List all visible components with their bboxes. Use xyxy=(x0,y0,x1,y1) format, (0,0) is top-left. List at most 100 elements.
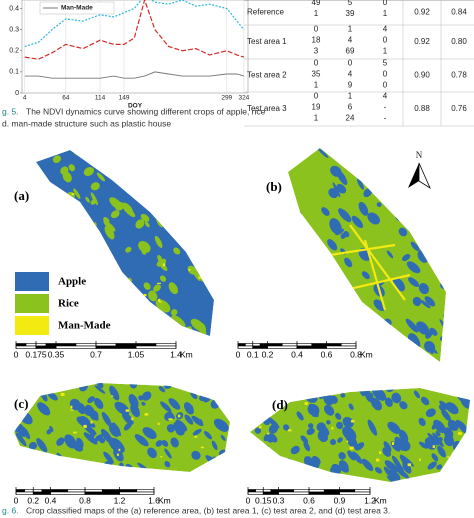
map-patch xyxy=(66,210,76,220)
map-patch xyxy=(64,434,77,449)
map-patch xyxy=(456,467,464,474)
man-made-patch xyxy=(349,446,354,450)
map-patch xyxy=(207,222,214,231)
map-patch xyxy=(290,445,300,455)
map-patch xyxy=(125,246,132,253)
man-made-patch xyxy=(116,453,120,456)
x-tick-label: 114 xyxy=(95,95,106,102)
map-patch xyxy=(185,181,195,197)
map-patch xyxy=(60,210,65,216)
map-patch xyxy=(43,150,52,156)
scale-segment xyxy=(245,343,254,347)
map-patch xyxy=(268,463,280,476)
cell: 35 xyxy=(312,70,321,79)
map-patch xyxy=(395,465,407,478)
map-patch xyxy=(288,305,295,316)
map-patch xyxy=(324,299,332,308)
map-patch xyxy=(316,277,330,289)
map-patch xyxy=(416,321,430,335)
map-patch xyxy=(435,431,441,437)
man-made-patch xyxy=(376,458,380,462)
map-patch xyxy=(384,397,393,407)
north-arrow xyxy=(408,163,419,188)
man-made-patch xyxy=(108,152,112,155)
map-patch xyxy=(308,266,322,277)
y-tick-label: 0.2 xyxy=(9,48,19,55)
man-made-patch xyxy=(455,469,459,472)
map-patch xyxy=(89,432,95,439)
map-patch xyxy=(69,398,81,411)
map-patch xyxy=(403,167,413,176)
map-patch xyxy=(14,459,27,472)
x-tick-label: 64 xyxy=(62,95,70,102)
map-patch xyxy=(423,223,430,229)
man-made-patch xyxy=(122,156,125,160)
map-patch xyxy=(361,151,366,159)
map-patch xyxy=(98,256,108,266)
map-patch xyxy=(85,196,90,203)
map-patch xyxy=(59,383,66,390)
man-made-patch xyxy=(287,429,292,432)
map-label: (d) xyxy=(272,397,288,412)
map-patch xyxy=(330,438,337,446)
man-made-road xyxy=(349,224,406,301)
scale-label: 0.175 xyxy=(25,349,47,359)
man-made-patch xyxy=(267,432,270,435)
map-patch xyxy=(269,388,281,397)
overall-accuracy: 0.92 xyxy=(414,37,430,46)
map-patch xyxy=(351,215,364,229)
map-patch xyxy=(73,188,81,199)
map-patch xyxy=(144,221,150,228)
map-patch xyxy=(147,447,157,459)
map-patch xyxy=(358,201,369,216)
scale-segment xyxy=(55,345,97,349)
scale-label: 0.1 xyxy=(247,349,259,359)
map-patch xyxy=(361,271,370,280)
man-made-patch xyxy=(168,418,173,421)
cell: 6 xyxy=(348,103,353,112)
map-patch xyxy=(413,390,420,399)
plot-lines xyxy=(24,0,245,79)
overall-accuracy: 0.88 xyxy=(414,104,430,113)
map-patch xyxy=(425,408,436,418)
cell: - xyxy=(384,103,387,112)
map-patch xyxy=(202,251,209,259)
cell: 5 xyxy=(383,59,388,68)
map-patch xyxy=(135,319,144,327)
cell: - xyxy=(384,114,387,123)
map-patch xyxy=(136,321,148,335)
man-made-patch xyxy=(71,193,75,196)
map-patch xyxy=(411,351,423,362)
map-patch xyxy=(141,391,152,401)
map-patch xyxy=(213,418,229,432)
scale-segment xyxy=(311,343,327,347)
map-patch xyxy=(386,250,394,259)
scale-segment xyxy=(135,345,177,349)
scale-segment xyxy=(252,343,261,347)
man-made-patch xyxy=(70,409,74,411)
map-patch xyxy=(90,182,100,191)
man-made-patch xyxy=(268,471,272,473)
map-patch xyxy=(170,437,179,448)
map-patch xyxy=(306,467,318,482)
scale-segment xyxy=(24,489,34,493)
map-patch xyxy=(332,182,341,198)
kappa: 0.78 xyxy=(451,71,467,80)
map-patch xyxy=(417,198,427,206)
map-patch xyxy=(266,456,276,465)
map-patch xyxy=(405,318,419,333)
man-made-patch xyxy=(162,263,166,267)
map-label: (c) xyxy=(14,396,28,411)
scale-segment xyxy=(50,491,86,495)
map-patch xyxy=(307,456,318,468)
scale-unit: Km xyxy=(180,349,193,359)
man-made-patch xyxy=(65,245,67,248)
map-patch xyxy=(327,239,338,251)
map-patch xyxy=(257,466,263,475)
man-made-patch xyxy=(259,425,262,429)
map-patch xyxy=(418,417,426,427)
map-patch xyxy=(340,463,349,473)
map-patch xyxy=(175,419,188,432)
cell: 0 xyxy=(314,59,319,68)
